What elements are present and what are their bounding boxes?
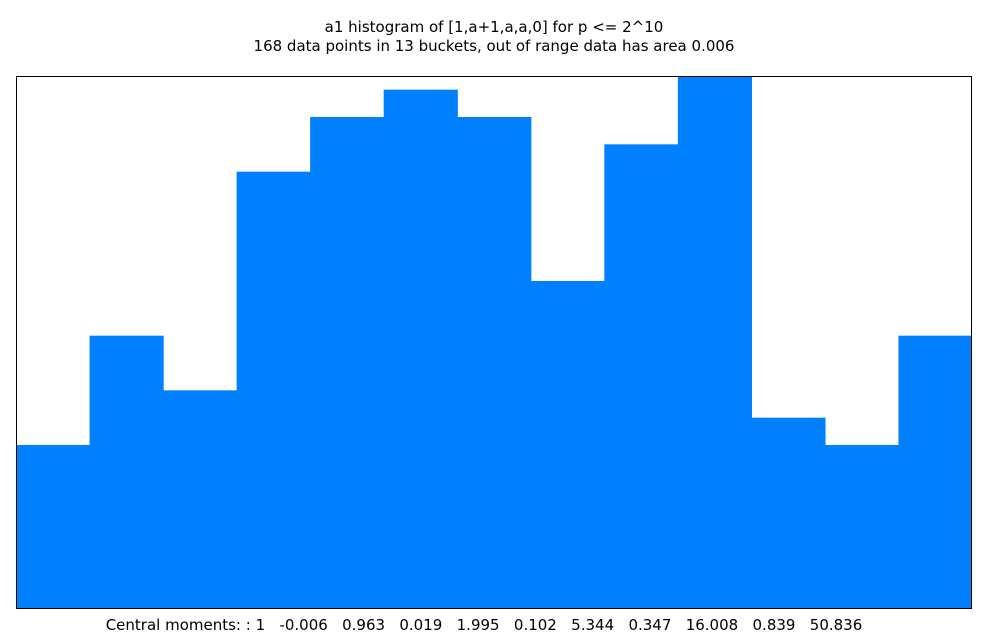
central-moment-value: 5.344 <box>571 616 615 634</box>
central-moment-value: 0.347 <box>628 616 672 634</box>
central-moment-value: 1.995 <box>456 616 500 634</box>
central-moment-value: 1 <box>255 616 266 634</box>
histogram-bar-7 <box>457 117 532 609</box>
central-moments-label: Central moments: : <box>105 616 251 634</box>
central-moment-value: 0.963 <box>342 616 386 634</box>
histogram-bars <box>16 76 972 609</box>
histogram-bar-8 <box>530 281 605 609</box>
central-moment-value: 0.019 <box>399 616 443 634</box>
histogram-plot <box>16 76 972 609</box>
histogram-bar-11 <box>751 417 826 609</box>
central-moments-footer: Central moments: : 1 -0.006 0.963 0.019 … <box>0 616 968 634</box>
histogram-bar-4 <box>236 171 311 609</box>
histogram-bar-1 <box>16 445 91 609</box>
histogram-bar-2 <box>89 335 164 609</box>
plot-frame <box>16 76 972 609</box>
histogram-bar-6 <box>383 89 458 609</box>
central-moment-value: 16.008 <box>685 616 739 634</box>
central-moment-value: -0.006 <box>279 616 328 634</box>
histogram-bar-13 <box>898 335 972 609</box>
central-moment-value: 0.839 <box>752 616 796 634</box>
central-moment-value: 0.102 <box>513 616 557 634</box>
histogram-bar-12 <box>824 445 900 609</box>
histogram-bar-3 <box>163 390 238 609</box>
chart-subtitle: 168 data points in 13 buckets, out of ra… <box>253 37 735 55</box>
histogram-bar-9 <box>604 144 679 609</box>
histogram-bar-5 <box>310 117 385 609</box>
chart-title: a1 histogram of [1,a+1,a,a,0] for p <= 2… <box>324 18 664 36</box>
histogram-bar-10 <box>677 76 752 609</box>
central-moment-value: 50.836 <box>809 616 863 634</box>
